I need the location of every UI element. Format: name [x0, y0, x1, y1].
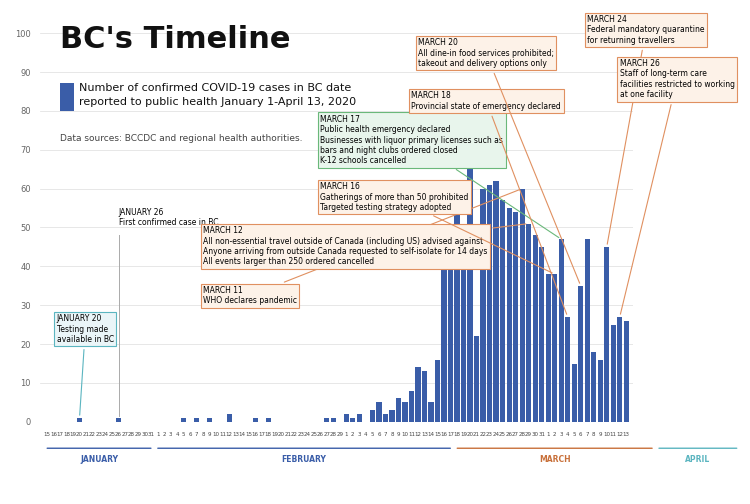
Bar	[604, 247, 609, 422]
Bar	[402, 402, 407, 422]
Bar	[409, 391, 414, 422]
Text: MARCH 17
Public health emergency declared
Businesses with liquor primary license: MARCH 17 Public health emergency declare…	[320, 115, 559, 237]
Bar	[565, 317, 570, 422]
Bar	[448, 239, 453, 422]
Bar	[454, 208, 460, 422]
Bar	[226, 414, 232, 422]
Bar	[370, 410, 375, 422]
Bar	[324, 418, 329, 422]
Bar	[357, 414, 362, 422]
Bar	[474, 336, 479, 422]
Bar	[467, 158, 472, 422]
Text: JANUARY 20
Testing made
available in BC: JANUARY 20 Testing made available in BC	[57, 314, 114, 415]
Bar	[481, 188, 486, 422]
Bar	[552, 274, 557, 422]
Bar	[331, 418, 336, 422]
Text: BC's Timeline: BC's Timeline	[60, 25, 290, 54]
Text: MARCH: MARCH	[538, 455, 571, 464]
Bar	[591, 352, 596, 422]
Text: MARCH 18
Provincial state of emergency declared: MARCH 18 Provincial state of emergency d…	[412, 92, 567, 314]
Bar	[376, 402, 382, 422]
Bar	[266, 418, 271, 422]
Text: MARCH 20
All dine-in food services prohibited;
takeout and delivery options only: MARCH 20 All dine-in food services prohi…	[418, 38, 580, 283]
Bar	[382, 414, 388, 422]
Text: APRIL: APRIL	[686, 455, 710, 464]
Bar	[578, 286, 584, 422]
Text: Data sources: BCCDC and regional health authorities.: Data sources: BCCDC and regional health …	[60, 134, 302, 143]
Bar	[181, 418, 186, 422]
Bar	[624, 321, 628, 422]
Text: MARCH 26
Staff of long-term care
facilities restricted to working
at one facilit: MARCH 26 Staff of long-term care facilit…	[620, 59, 735, 314]
Bar	[539, 247, 544, 422]
Bar	[350, 418, 355, 422]
Bar	[513, 212, 518, 422]
Bar	[416, 367, 421, 422]
Text: Number of confirmed COVID-19 cases in BC date
reported to public health January : Number of confirmed COVID-19 cases in BC…	[79, 83, 356, 107]
Text: APRIL 10
Confirmation and update to
order that limits workers of
long-term care : APRIL 10 Confirmation and update to orde…	[0, 503, 1, 504]
Bar	[396, 399, 401, 422]
Bar	[545, 274, 550, 422]
Bar	[584, 239, 590, 422]
Text: MARCH 11
WHO declares pandemic: MARCH 11 WHO declares pandemic	[203, 190, 520, 305]
Bar	[487, 185, 492, 422]
Bar	[532, 235, 538, 422]
Bar	[389, 410, 394, 422]
Bar	[494, 181, 499, 422]
Bar	[194, 418, 200, 422]
Bar	[428, 402, 433, 422]
Bar	[617, 317, 622, 422]
Bar	[207, 418, 212, 422]
Bar	[461, 224, 466, 422]
Bar	[253, 418, 258, 422]
Bar	[598, 360, 603, 422]
Bar	[526, 224, 531, 422]
Bar	[77, 418, 82, 422]
Bar	[572, 363, 577, 422]
Bar	[610, 325, 616, 422]
Text: MARCH 24
Federal mandatory quarantine
for returning travellers: MARCH 24 Federal mandatory quarantine fo…	[587, 15, 705, 244]
Text: JANUARY 26
First confirmed case in BC: JANUARY 26 First confirmed case in BC	[118, 208, 218, 227]
Bar	[116, 418, 122, 422]
Bar	[344, 414, 349, 422]
Bar	[559, 239, 564, 422]
Text: MARCH 12
All non-essential travel outside of Canada (including US) advised again: MARCH 12 All non-essential travel outsid…	[203, 224, 526, 266]
Bar	[500, 200, 506, 422]
Bar	[520, 188, 525, 422]
Bar	[422, 371, 427, 422]
Text: FEBRUARY: FEBRUARY	[282, 455, 326, 464]
Bar	[506, 208, 512, 422]
Text: MARCH 16
Gatherings of more than 50 prohibited
Targeted testing strategy adopted: MARCH 16 Gatherings of more than 50 proh…	[320, 182, 552, 273]
Bar	[442, 243, 446, 422]
Bar	[435, 360, 440, 422]
Text: JANUARY: JANUARY	[80, 455, 118, 464]
